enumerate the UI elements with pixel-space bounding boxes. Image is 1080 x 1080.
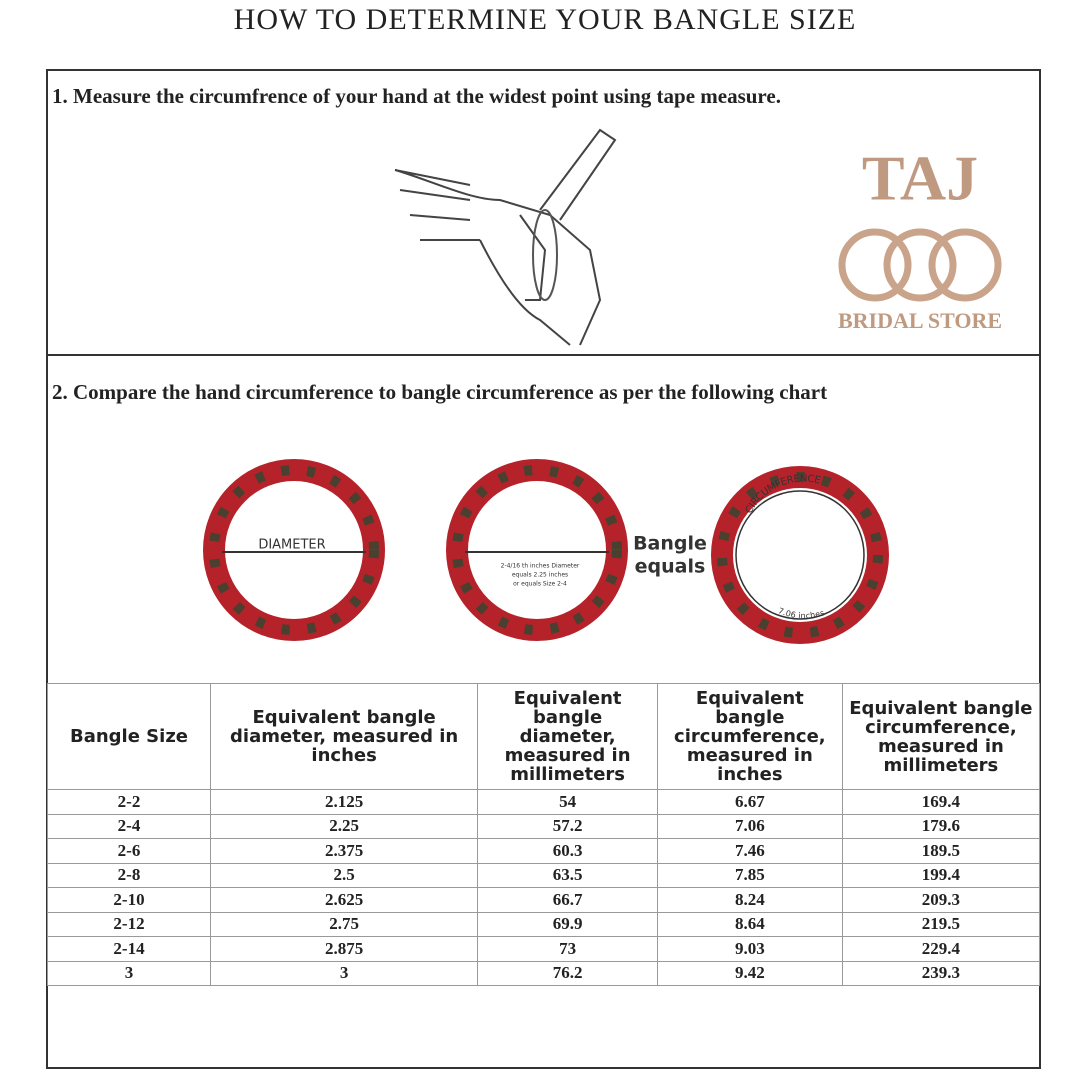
hand-illustration: [394, 128, 617, 346]
table-row: 2-6 2.375 60.3 7.46 189.5: [47, 838, 1041, 864]
table-cell: 219.5: [841, 911, 1041, 937]
table-cell: 8.64: [656, 911, 843, 937]
ring: [928, 228, 1002, 302]
table-cell: 66.7: [477, 887, 658, 913]
logo-name: TAJ: [862, 143, 978, 214]
header-cell: Equivalent bangle circumference, measure…: [656, 683, 843, 790]
table-cell: 54: [477, 789, 658, 815]
table-cell: 2-14: [47, 936, 211, 962]
table-cell: 73: [477, 936, 658, 962]
table-row: 2-2 2.125 54 6.67 169.4: [47, 789, 1041, 815]
table-cell: 8.24: [656, 887, 843, 913]
table-cell: 69.9: [477, 911, 658, 937]
table-cell: 2.5: [209, 862, 479, 888]
table-cell: 2-8: [47, 862, 211, 888]
diameter-note: 2-4/16 th inches Diameter: [501, 563, 580, 570]
title: HOW TO DETERMINE YOUR BANGLE SIZE: [234, 3, 857, 36]
table-cell: 57.2: [477, 813, 658, 839]
table-row: 2-8 2.5 63.5 7.85 199.4: [47, 862, 1041, 888]
table-cell: 3: [47, 960, 211, 986]
table-cell: 2-2: [47, 789, 211, 815]
bangle-pattern: [209, 465, 379, 635]
equals-label: Bangle: [633, 533, 707, 555]
table-cell: 2.125: [209, 789, 479, 815]
table-cell: 2.375: [209, 838, 479, 864]
table-cell: 2-6: [47, 838, 211, 864]
equals-label: equals: [635, 556, 706, 578]
table-cell: 2.625: [209, 887, 479, 913]
table-cell: 6.67: [656, 789, 843, 815]
header-cell: Equivalent bangle diameter, measured in …: [209, 683, 479, 790]
circumference-line: [735, 490, 865, 620]
table-row: 2-12 2.75 69.9 8.64 219.5: [47, 911, 1041, 937]
table-cell: 60.3: [477, 838, 658, 864]
header-cell: Bangle Size: [47, 683, 211, 790]
ring: [838, 228, 912, 302]
table-cell: 199.4: [841, 862, 1041, 888]
table-cell: 9.42: [656, 960, 843, 986]
table-cell: 7.46: [656, 838, 843, 864]
table-cell: 2-10: [47, 887, 211, 913]
table-cell: 2.75: [209, 911, 479, 937]
diameter-note: equals 2.25 inches: [512, 572, 568, 579]
table-cell: 239.3: [841, 960, 1041, 986]
table-cell: 76.2: [477, 960, 658, 986]
table-cell: 189.5: [841, 838, 1041, 864]
header-cell: Equivalent bangle diameter, measured in …: [477, 683, 658, 790]
bangle-pattern: [717, 472, 883, 638]
bangles: [203, 459, 889, 644]
bangle-pattern: [452, 465, 622, 635]
table-cell: 3: [209, 960, 479, 986]
header-cell: Equivalent bangle circumference, measure…: [841, 683, 1041, 790]
table-row: 2-10 2.625 66.7 8.24 209.3: [47, 887, 1041, 913]
step2-text: 2. Compare the hand circumference to ban…: [52, 380, 827, 404]
table-cell: 179.6: [841, 813, 1041, 839]
table-cell: 229.4: [841, 936, 1041, 962]
ring: [883, 228, 957, 302]
table-cell: 209.3: [841, 887, 1041, 913]
size-table: Bangle Size Equivalent bangle diameter, m…: [47, 683, 1041, 986]
logo: TAJ BRIDAL STORE: [838, 143, 1002, 333]
table-cell: 7.06: [656, 813, 843, 839]
table-cell: 63.5: [477, 862, 658, 888]
diameter-label: DIAMETER: [258, 538, 325, 553]
table-row: 3 3 76.2 9.42 239.3: [47, 960, 1041, 986]
table-cell: 9.03: [656, 936, 843, 962]
step1-text: 1. Measure the circumfrence of your hand…: [52, 84, 781, 108]
logo-subtitle: BRIDAL STORE: [838, 308, 1002, 333]
table-cell: 169.4: [841, 789, 1041, 815]
header-row: Bangle Size Equivalent bangle diameter, m…: [47, 683, 1041, 790]
table-cell: 2.875: [209, 936, 479, 962]
table-row: 2-14 2.875 73 9.03 229.4: [47, 936, 1041, 962]
diameter-note: or equals Size 2-4: [513, 581, 567, 588]
table-cell: 2-12: [47, 911, 211, 937]
table-cell: 2.25: [209, 813, 479, 839]
table-cell: 2-4: [47, 813, 211, 839]
table-row: 2-4 2.25 57.2 7.06 179.6: [47, 813, 1041, 839]
table-cell: 7.85: [656, 862, 843, 888]
step2-box: [46, 354, 1041, 1069]
